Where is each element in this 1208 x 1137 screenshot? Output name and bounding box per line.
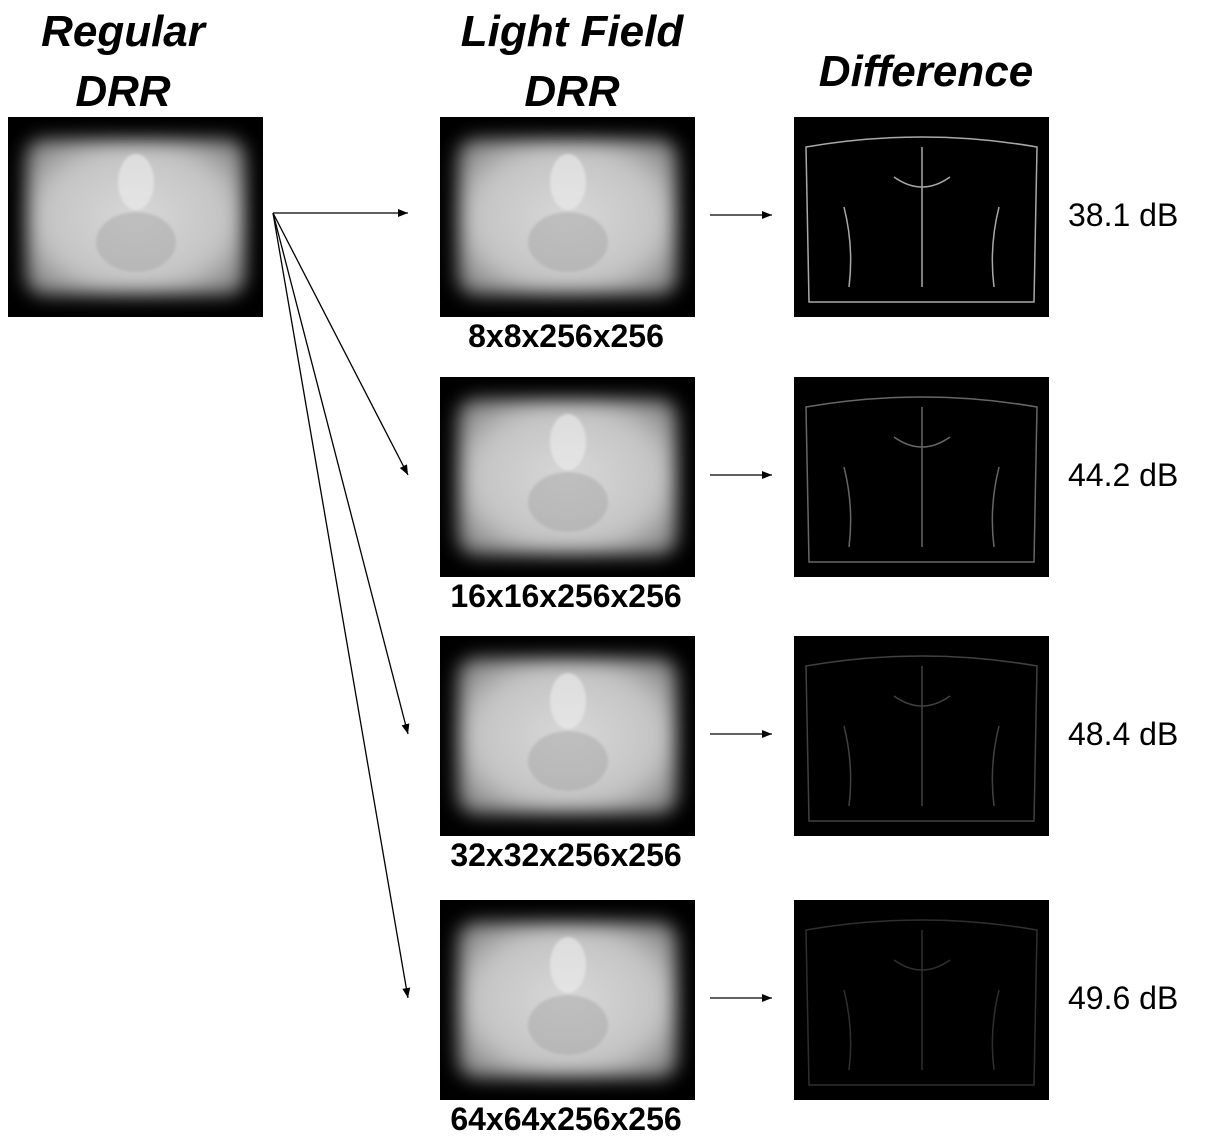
resolution-label: 64x64x256x256 bbox=[450, 1101, 681, 1137]
arrow bbox=[273, 213, 408, 998]
spine-shape bbox=[550, 154, 586, 210]
resolution-label: 16x16x256x256 bbox=[450, 578, 681, 614]
pelvis-shape bbox=[528, 212, 608, 272]
difference-image bbox=[794, 900, 1049, 1100]
difference-image bbox=[794, 377, 1049, 577]
psnr-label: 38.1 dB bbox=[1068, 197, 1178, 233]
difference-image bbox=[794, 117, 1049, 317]
psnr-label: 49.6 dB bbox=[1068, 980, 1178, 1016]
arrow bbox=[273, 213, 408, 734]
difference-image bbox=[794, 636, 1049, 836]
pelvis-shape bbox=[528, 995, 608, 1055]
drr-image bbox=[440, 900, 695, 1100]
pelvis-shape bbox=[528, 731, 608, 791]
drr-image bbox=[440, 636, 695, 836]
arrow bbox=[273, 213, 408, 475]
spine-shape bbox=[550, 937, 586, 993]
drr-image bbox=[440, 117, 695, 317]
header-regular-2: DRR bbox=[75, 67, 171, 116]
drr-image bbox=[8, 117, 263, 317]
header-difference: Difference bbox=[819, 47, 1033, 96]
pelvis-shape bbox=[528, 472, 608, 532]
resolution-label: 8x8x256x256 bbox=[468, 318, 664, 354]
figure: Regular DRR Light Field DRR Difference 8… bbox=[0, 0, 1208, 1137]
spine-shape bbox=[550, 414, 586, 470]
page: Regular DRR Light Field DRR Difference 8… bbox=[0, 0, 1208, 1137]
resolution-label: 32x32x256x256 bbox=[450, 837, 681, 873]
pelvis-shape bbox=[96, 212, 176, 272]
spine-shape bbox=[118, 154, 154, 210]
spine-shape bbox=[550, 673, 586, 729]
drr-image bbox=[440, 377, 695, 577]
header-light-field-1: Light Field bbox=[461, 7, 685, 56]
psnr-label: 44.2 dB bbox=[1068, 457, 1178, 493]
header-light-field-2: DRR bbox=[524, 67, 620, 116]
header-regular-1: Regular bbox=[41, 7, 208, 56]
psnr-label: 48.4 dB bbox=[1068, 716, 1178, 752]
